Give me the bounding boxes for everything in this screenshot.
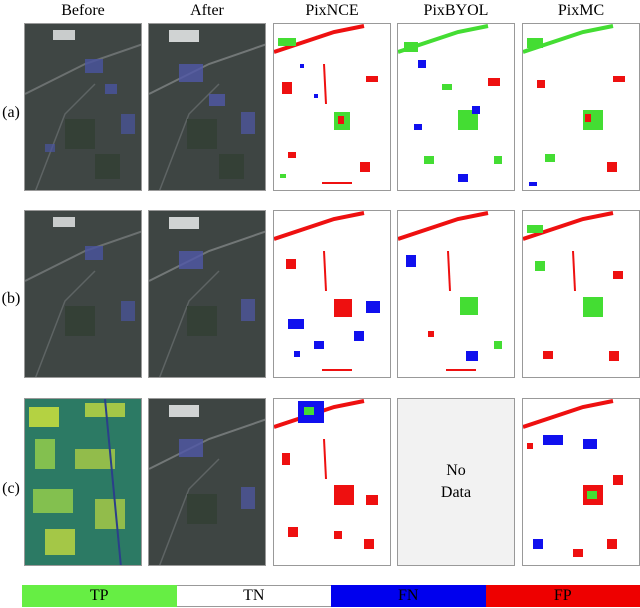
pixmc-map-b [522,210,640,378]
column-header-before: Before [61,2,105,19]
before-ndvi-image-c [24,398,142,566]
pixbyol-map-a [397,23,515,191]
row-label-c: (c) [2,480,20,497]
after-image-b [148,210,266,378]
before-image-a [24,23,142,191]
row-label-a: (a) [2,104,20,121]
legend-fn: FN [331,585,486,607]
row-label-b: (b) [1,290,21,307]
legend-tp-label: TP [89,587,109,604]
pixnce-map-c [273,398,391,566]
after-image-a [148,23,266,191]
after-image-c [148,398,266,566]
pixbyol-map-b [397,210,515,378]
legend-fp-label: FP [553,587,572,604]
pixnce-map-a [273,23,391,191]
column-header-pixmc: PixMC [557,2,605,19]
legend-fp: FP [485,585,640,607]
pixmc-map-c [522,398,640,566]
legend-fn-label: FN [398,587,419,604]
pixmc-map-a [522,23,640,191]
column-header-after: After [190,2,224,19]
legend-tn-label: TN [243,587,265,604]
no-data-label: No Data [440,462,472,501]
pixbyol-no-data-c: No Data [397,398,515,566]
legend-tp: TP [22,585,177,607]
column-header-pixbyol: PixBYOL [423,2,489,19]
legend: TP TN FN FP [22,585,640,607]
legend-tn: TN [176,585,331,607]
column-header-pixnce: PixNCE [305,2,359,19]
before-image-b [24,210,142,378]
pixnce-map-b [273,210,391,378]
